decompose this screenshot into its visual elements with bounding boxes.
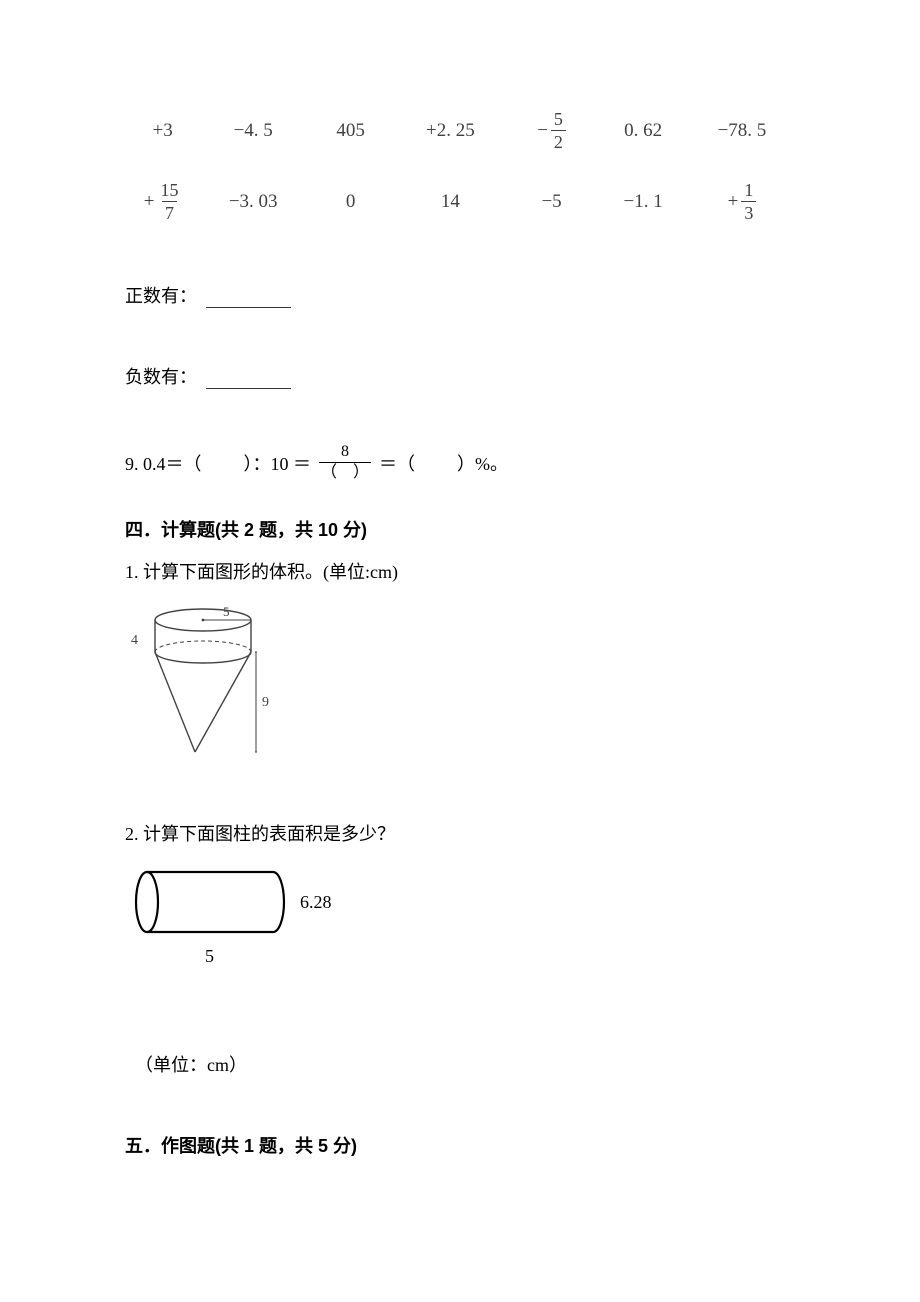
frac-sign: + — [144, 191, 155, 213]
blank-paren[interactable] — [415, 450, 457, 476]
frac-denominator: 3 — [741, 201, 756, 222]
positive-numbers-prompt: 正数有： — [125, 282, 795, 308]
num: −1. 1 — [597, 191, 689, 213]
frac-denominator: 2 — [551, 130, 566, 151]
question-9: 9. 0.4＝（ ）：10 ＝ 8 （ ） ＝（ ）%。 — [125, 444, 795, 481]
num: +3 — [125, 120, 200, 142]
figure-cylinder-cone: 5 4 9 — [125, 602, 275, 772]
num-fraction: − 5 2 — [506, 110, 598, 151]
number-list: +3 −4. 5 405 +2. 25 − 5 2 0. 62 −78. 5 +… — [125, 110, 795, 222]
num: 405 — [306, 120, 395, 142]
frac-numerator: 1 — [741, 181, 756, 201]
num: −3. 03 — [200, 191, 306, 213]
cone-height-label: 9 — [262, 695, 269, 710]
question-4-1: 1. 计算下面图形的体积。(单位:cm) — [125, 558, 795, 584]
num: −4. 5 — [200, 120, 306, 142]
answer-blank[interactable] — [206, 371, 291, 389]
blank-paren[interactable] — [202, 450, 244, 476]
cyl-height-label: 4 — [131, 633, 138, 648]
unit-note: （单位：cm） — [135, 1051, 795, 1077]
frac-denominator-blank[interactable]: （ ） — [319, 462, 371, 481]
q9-text: ）：10 ＝ — [244, 450, 312, 476]
num: 0. 62 — [597, 120, 689, 142]
figure-cylinder-horizontal: 6.28 5 — [125, 864, 345, 979]
num: −5 — [506, 191, 598, 213]
q9-text: 9. 0.4＝（ — [125, 450, 202, 476]
label: 正数有： — [125, 286, 197, 306]
frac-sign: + — [728, 191, 739, 213]
num-fraction: + 15 7 — [125, 181, 200, 222]
section-5-header: 五．作图题(共 1 题，共 5 分) — [125, 1132, 795, 1158]
diameter-label: 6.28 — [300, 892, 332, 912]
num: +2. 25 — [395, 120, 506, 142]
frac-numerator: 5 — [551, 110, 566, 130]
radius-label: 5 — [223, 604, 230, 619]
answer-blank[interactable] — [206, 290, 291, 308]
q9-text: ＝（ — [379, 450, 415, 476]
length-label: 5 — [205, 946, 214, 966]
fraction: 8 （ ） — [319, 444, 371, 481]
num: 14 — [395, 191, 506, 213]
num-fraction: + 1 3 — [689, 181, 795, 222]
frac-denominator: 7 — [162, 201, 177, 222]
number-row-2: + 15 7 −3. 03 0 14 −5 −1. 1 + 1 3 — [125, 181, 795, 222]
q9-text: ）%。 — [457, 450, 508, 476]
negative-numbers-prompt: 负数有： — [125, 363, 795, 389]
section-4-header: 四．计算题(共 2 题，共 10 分) — [125, 516, 795, 542]
label: 负数有： — [125, 367, 197, 387]
question-4-2: 2. 计算下面图柱的表面积是多少？ — [125, 820, 795, 846]
frac-numerator: 15 — [157, 181, 181, 201]
num: 0 — [306, 191, 395, 213]
frac-sign: − — [537, 120, 548, 142]
frac-numerator: 8 — [335, 444, 355, 462]
number-row-1: +3 −4. 5 405 +2. 25 − 5 2 0. 62 −78. 5 — [125, 110, 795, 151]
num: −78. 5 — [689, 120, 795, 142]
